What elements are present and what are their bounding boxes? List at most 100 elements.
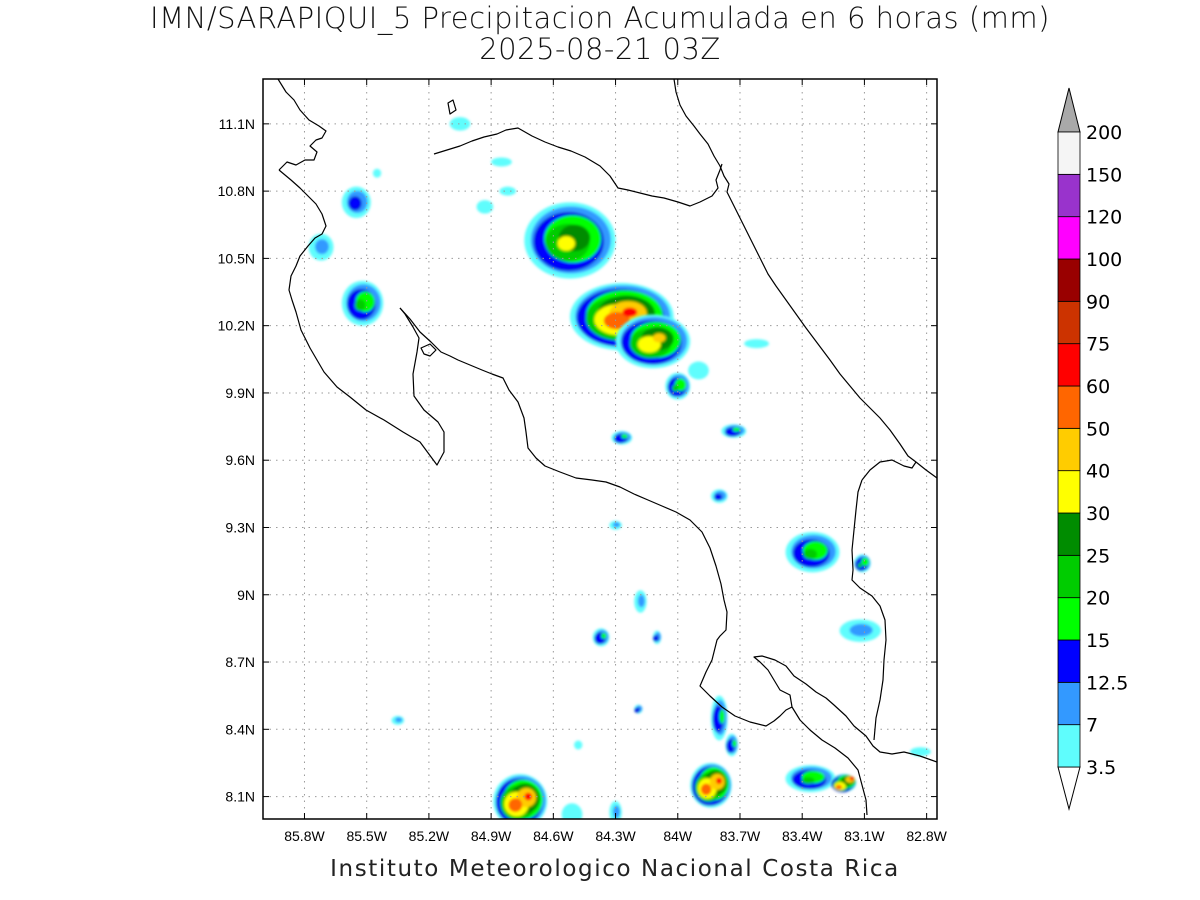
lake-nicaragua-island <box>447 99 457 115</box>
lon-tick-label: 85.8W <box>284 828 325 844</box>
rain-cell <box>491 157 512 167</box>
rain-contour <box>672 384 679 392</box>
colorbar-swatch <box>1057 258 1081 302</box>
rain-contour <box>372 168 382 178</box>
rain-cell <box>609 520 622 530</box>
coastline <box>277 79 937 816</box>
colorbar-swatch <box>1057 300 1081 345</box>
lat-tick-label: 11.1N <box>219 116 255 132</box>
lat-tick-label: 8.4N <box>225 721 255 737</box>
rain-cell <box>499 186 517 196</box>
rain-contour <box>557 236 576 251</box>
rain-contour <box>719 709 725 724</box>
colorbar-label: 20 <box>1086 588 1110 610</box>
lon-tick-label: 82.8W <box>906 828 947 844</box>
rain-cell <box>611 431 633 445</box>
rain-contour <box>634 707 640 713</box>
colorbar-label: 15 <box>1086 630 1110 652</box>
map-subtitle: 2025-08-21 03Z <box>479 32 721 66</box>
rain-cell <box>615 314 691 369</box>
colorbar-label: 150 <box>1086 164 1122 186</box>
lat-tick-label: 8.1N <box>225 789 255 805</box>
lon-tick-label: 85.5W <box>346 828 387 844</box>
colorbar-swatch <box>1057 470 1081 514</box>
rain-contour <box>849 623 873 637</box>
rain-cell <box>744 339 770 349</box>
rain-cell <box>476 200 494 214</box>
colorbar-label: 40 <box>1086 461 1110 483</box>
rain-cell <box>524 202 616 279</box>
northern-border <box>433 127 723 207</box>
lon-tick-label: 84.6W <box>533 828 574 844</box>
colorbar-swatch <box>1057 427 1081 472</box>
rain-cell <box>690 762 732 808</box>
rain-contour <box>714 493 723 501</box>
rain-contour <box>732 740 737 747</box>
rain-cell <box>710 695 728 741</box>
rain-contour <box>622 307 638 317</box>
lon-tick-label: 84.3W <box>595 828 636 844</box>
rain-cell <box>910 747 931 757</box>
colorbar-label: 90 <box>1086 291 1110 313</box>
colorbar-label: 120 <box>1086 207 1122 229</box>
lon-axis: 85.8W 85.5W 85.2W 84.9W 84.6W 84.3W 84W 83.7W 83… <box>284 79 948 844</box>
colorbar-label: 30 <box>1086 503 1110 525</box>
colorbar-swatch <box>1057 512 1081 556</box>
rain-contour <box>688 361 709 380</box>
rain-field <box>308 117 931 819</box>
rain-contour <box>637 594 645 608</box>
rain-cell <box>725 733 738 757</box>
map-title: IMN/SARAPIQUI_5 Precipitacion Acumulada … <box>150 1 1050 35</box>
rain-cell <box>634 590 647 613</box>
lon-tick-label: 83.1W <box>844 828 885 844</box>
rain-cell <box>710 489 728 503</box>
rain-cell <box>688 361 709 380</box>
lon-tick-label: 83.4W <box>782 828 823 844</box>
panama-border-south <box>851 479 887 741</box>
footer-credit: Instituto Meteorologico Nacional Costa R… <box>330 856 900 882</box>
osa-peninsula <box>753 655 937 763</box>
lat-tick-label: 10.2N <box>218 318 255 334</box>
lat-tick-label: 10.5N <box>218 250 255 266</box>
rain-contour <box>524 792 533 801</box>
rain-contour <box>315 239 329 255</box>
lat-tick-label: 10.8N <box>218 183 255 199</box>
lat-tick-label: 9N <box>237 587 255 603</box>
rain-cell <box>561 803 583 819</box>
rain-cell <box>574 740 583 750</box>
colorbar-swatch <box>1057 216 1081 260</box>
rain-cell <box>308 233 334 261</box>
colorbar-label: 200 <box>1086 122 1122 144</box>
rain-cell <box>839 619 882 642</box>
rain-contour <box>744 339 770 349</box>
rain-contour <box>835 784 843 790</box>
rain-contour <box>561 803 583 819</box>
lat-axis: 8.1N 8.4N 8.7N 9N 9.3N 9.6N 9.9N 10.2N 10.5N 10.8… <box>218 116 937 805</box>
colorbar-swatch <box>1057 681 1081 726</box>
rain-cell <box>493 774 548 819</box>
gulf-of-nicoya-east <box>399 307 793 727</box>
colorbar-label: 12.5 <box>1086 672 1128 694</box>
rain-contour <box>621 434 628 439</box>
rain-contour <box>601 633 607 639</box>
lon-tick-label: 84.9W <box>471 828 512 844</box>
rain-contour <box>613 522 620 528</box>
rain-contour <box>700 783 712 796</box>
rain-cell <box>785 765 836 793</box>
rain-contour <box>732 427 741 432</box>
rain-cell <box>391 715 405 725</box>
rain-cell <box>341 280 384 326</box>
lat-tick-label: 8.7N <box>225 654 255 670</box>
colorbar-label: 50 <box>1086 418 1110 440</box>
rain-cell <box>341 186 371 219</box>
rain-contour <box>354 299 366 311</box>
colorbar-swatch <box>1057 173 1081 218</box>
rain-contour <box>857 563 863 568</box>
colorbar-swatch <box>1057 597 1081 641</box>
nicoya-coast <box>278 169 445 466</box>
panama-border <box>861 459 917 481</box>
rain-contour <box>348 196 362 211</box>
lon-tick-label: 84W <box>663 828 693 844</box>
lat-tick-label: 9.9N <box>225 385 255 401</box>
